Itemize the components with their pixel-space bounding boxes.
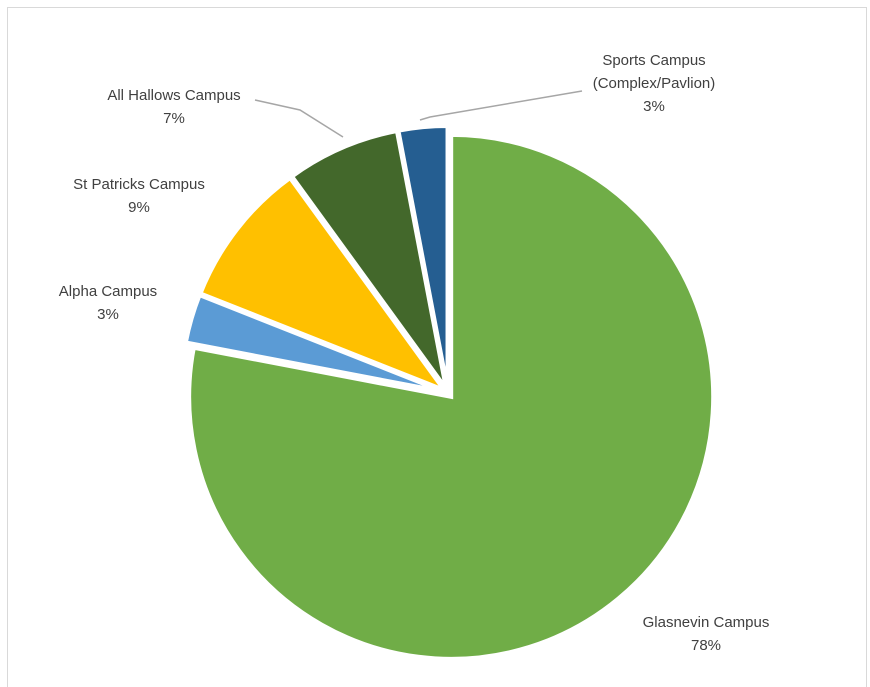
pie-slice-all-hallows-campus <box>289 128 448 390</box>
pie-slice-glasnevin-campus <box>187 132 716 661</box>
data-label: Glasnevin Campus 78% <box>643 614 770 654</box>
data-label-percent: 3% <box>643 98 665 115</box>
chart-border <box>7 7 867 687</box>
data-label-name: St Patricks Campus <box>73 176 205 193</box>
data-label-percent: 9% <box>128 199 150 216</box>
data-label-name: Glasnevin Campus <box>643 614 770 631</box>
data-label-name: All Hallows Campus <box>107 87 240 104</box>
data-label-percent: 3% <box>97 306 119 323</box>
data-label: Alpha Campus 3% <box>59 283 157 323</box>
pie-slice-st-patricks-campus <box>197 175 450 395</box>
data-label-percent: 7% <box>163 110 185 127</box>
data-label-percent: 78% <box>691 637 721 654</box>
pie-slice-sports-campus-complex-pavlion <box>396 124 450 389</box>
data-label: Sports Campus (Complex/Pavlion) 3% <box>593 52 716 115</box>
leader-line <box>419 90 583 121</box>
data-label: St Patricks Campus 9% <box>73 176 205 216</box>
leader-line <box>254 99 344 138</box>
data-label-name: (Complex/Pavlion) <box>593 75 716 92</box>
data-label-name: Sports Campus <box>602 52 705 69</box>
data-label-name: Alpha Campus <box>59 283 157 300</box>
data-label: All Hallows Campus 7% <box>107 87 240 127</box>
